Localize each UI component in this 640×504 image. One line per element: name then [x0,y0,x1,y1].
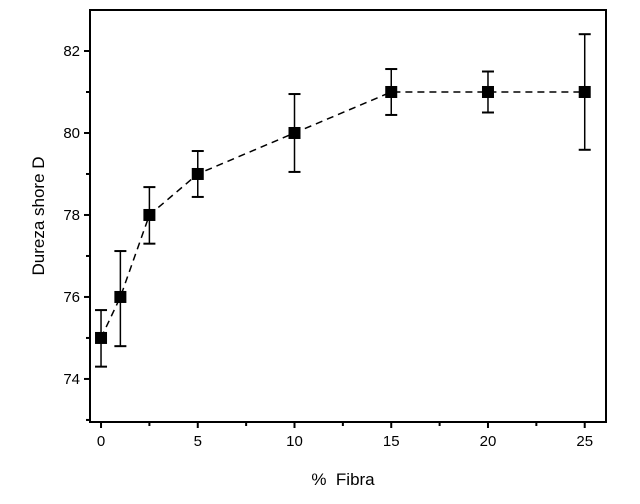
x-tick-label: 20 [480,433,497,450]
data-point [191,167,204,180]
axes: 0 5 10 15 20 25 74 76 78 80 82 [63,43,593,450]
x-axis-label: % Fibra [311,470,375,489]
series-line [100,91,585,339]
x-tick-label: 10 [286,433,303,450]
data-marks [95,33,591,368]
y-tick-label: 80 [63,125,80,142]
y-axis-label: Dureza shore D [29,156,48,275]
x-tick-label: 5 [194,433,202,450]
data-point [143,208,156,221]
data-point [578,85,591,98]
data-point [481,85,494,98]
y-tick-label: 76 [63,289,80,306]
y-tick-label: 78 [63,207,80,224]
data-point [95,331,108,344]
x-tick-label: 15 [383,433,400,450]
plot-frame [89,9,607,423]
data-point [288,126,301,139]
y-tick-label: 74 [63,371,80,388]
x-tick-label: 0 [97,433,105,450]
data-point [114,290,127,303]
y-tick-label: 82 [63,43,80,60]
x-tick-label: 25 [576,433,593,450]
data-point [385,85,398,98]
